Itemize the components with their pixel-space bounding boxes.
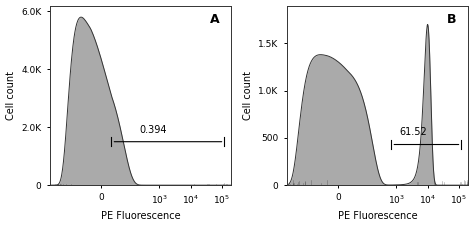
Text: 0.394: 0.394 (139, 125, 167, 135)
Text: B: B (447, 13, 456, 26)
Text: A: A (210, 13, 219, 26)
X-axis label: PE Fluorescence: PE Fluorescence (101, 211, 181, 222)
Y-axis label: Cell count: Cell count (243, 71, 253, 120)
Text: 61.52: 61.52 (400, 127, 427, 137)
Y-axis label: Cell count: Cell count (6, 71, 16, 120)
X-axis label: PE Fluorescence: PE Fluorescence (338, 211, 418, 222)
